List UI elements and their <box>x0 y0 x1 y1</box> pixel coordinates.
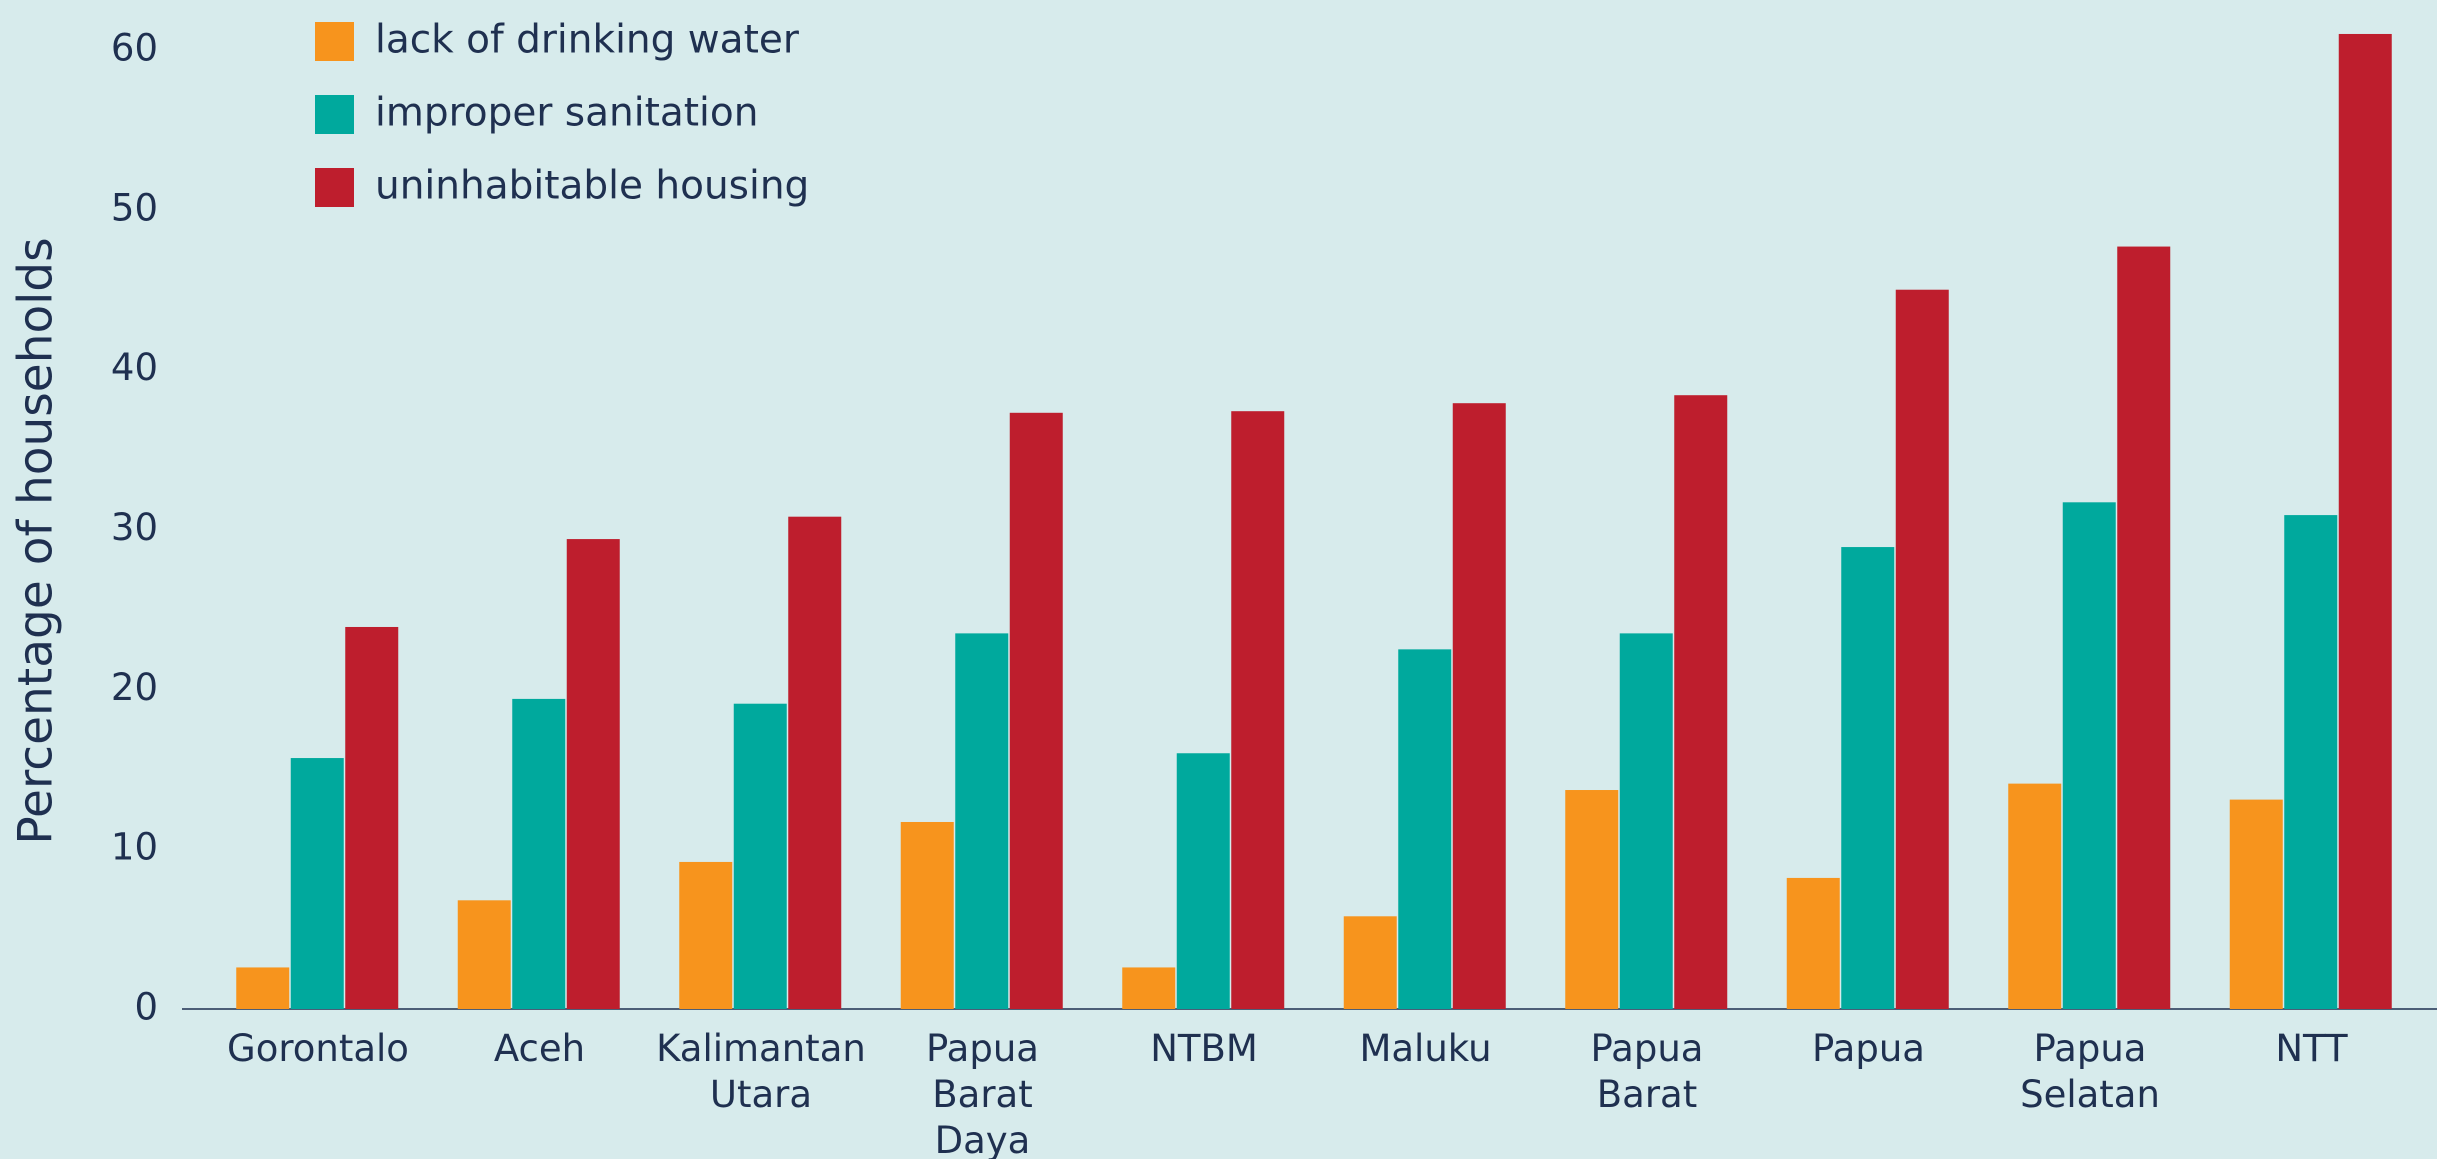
bar <box>1343 916 1397 1009</box>
bar <box>1674 395 1728 1009</box>
x-tick-label: Papua Selatan <box>2020 1027 2160 1116</box>
legend-label: uninhabitable housing <box>375 164 809 209</box>
bar <box>2117 246 2171 1010</box>
bar <box>900 821 954 1009</box>
bar <box>2338 33 2392 1009</box>
y-tick-label: 40 <box>111 346 158 389</box>
bar <box>290 758 344 1009</box>
bar <box>1231 411 1285 1009</box>
x-tick-label: Gorontalo <box>227 1027 409 1070</box>
legend-label: improper sanitation <box>375 91 758 136</box>
bar <box>1619 633 1673 1009</box>
bar <box>2062 502 2116 1009</box>
x-tick-label: Papua <box>1812 1027 1925 1070</box>
x-tick-label: NTBM <box>1150 1027 1258 1070</box>
x-tick-label: NTT <box>2275 1027 2348 1070</box>
y-tick-label: 10 <box>111 826 158 869</box>
y-axis-label: Percentage of households <box>9 237 64 844</box>
bar <box>733 703 787 1009</box>
bar <box>1565 790 1619 1009</box>
bar <box>2284 515 2338 1009</box>
x-tick-label: Aceh <box>493 1027 586 1070</box>
bar <box>955 633 1009 1009</box>
legend-label: lack of drinking water <box>375 18 800 63</box>
y-tick-label: 30 <box>111 506 158 549</box>
bar <box>1009 412 1063 1009</box>
bar <box>2229 799 2283 1009</box>
bar <box>1895 289 1949 1009</box>
bar <box>1452 403 1506 1009</box>
bar <box>512 698 566 1009</box>
x-tick-label: Papua Barat Daya <box>926 1027 1039 1159</box>
bar <box>566 539 620 1009</box>
bar <box>679 861 733 1009</box>
bar <box>1841 547 1895 1009</box>
bar <box>1786 877 1840 1009</box>
x-tick-label: Papua Barat <box>1590 1027 1704 1116</box>
bar <box>345 626 399 1009</box>
x-tick-label: Maluku <box>1359 1027 1492 1070</box>
legend-swatch <box>315 95 354 134</box>
bar <box>1176 753 1230 1009</box>
legend-swatch <box>315 22 354 61</box>
legend-swatch <box>315 168 354 207</box>
bar <box>788 516 842 1009</box>
y-tick-label: 50 <box>111 186 158 229</box>
bar <box>2008 783 2062 1009</box>
bar <box>457 900 511 1009</box>
y-tick-label: 60 <box>111 26 158 69</box>
bar <box>1122 967 1176 1009</box>
bar <box>236 967 290 1009</box>
y-tick-label: 0 <box>134 986 158 1029</box>
y-tick-label: 20 <box>111 666 158 709</box>
x-tick-label: Kalimantan Utara <box>656 1027 866 1116</box>
bar <box>1398 649 1452 1009</box>
